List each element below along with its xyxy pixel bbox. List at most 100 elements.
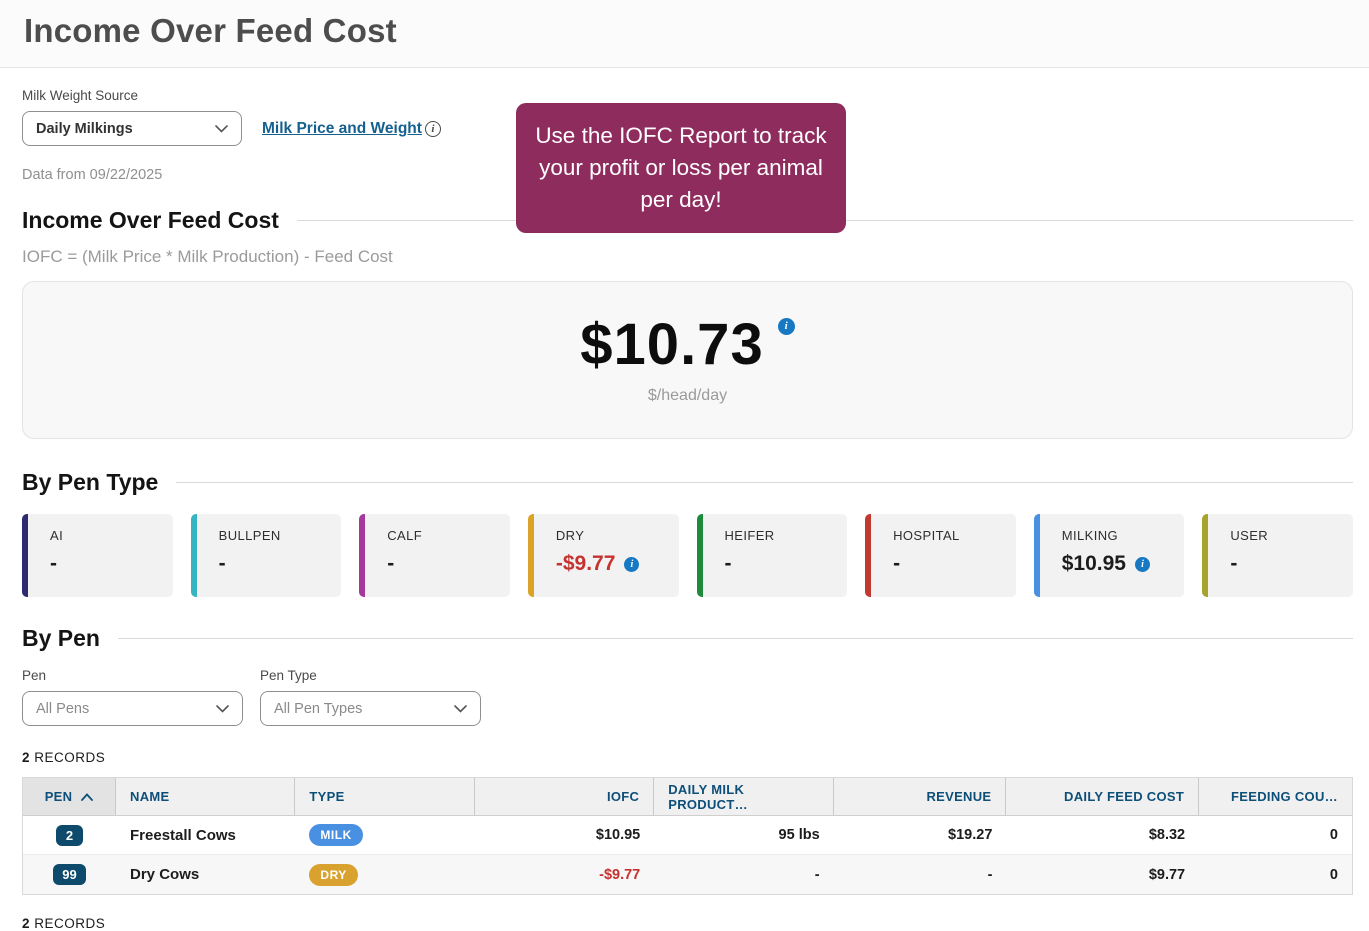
pen-type-card-label: CALF [387, 528, 423, 543]
pen-filter-value: All Pens [36, 700, 90, 717]
info-icon[interactable]: i [1134, 556, 1150, 572]
pen-type-card: AI - [22, 514, 173, 597]
pen-type-badge: DRY [309, 863, 358, 886]
column-header-type[interactable]: TYPE [295, 778, 475, 815]
records-number: 2 [22, 750, 31, 765]
pen-type-card-value: - [387, 552, 395, 575]
pen-type-card: CALF - [359, 514, 510, 597]
pen-filter-label: Pen [22, 668, 47, 683]
coach-tooltip-text: Use the IOFC Report to track your profit… [535, 123, 827, 212]
iofc-cell: $10.95 [595, 827, 641, 843]
daily-feed-cost-cell: $9.77 [1148, 866, 1186, 883]
revenue-cell: - [987, 866, 993, 883]
pen-type-filter-label: Pen Type [260, 668, 317, 683]
pen-type-card: DRY -$9.77 i [527, 514, 679, 597]
pen-name: Dry Cows [130, 866, 200, 883]
by-pen-type-section-head: By Pen Type [22, 469, 1353, 496]
controls-row: Milk Weight Source Daily Milkings Milk P… [22, 88, 1353, 146]
milk-weight-source-value: Daily Milkings [36, 120, 133, 137]
records-count-top: 2 RECORDS [22, 750, 1353, 765]
milk-price-and-weight-link[interactable]: Milk Price and Weight [262, 119, 422, 137]
pen-type-card-label: HOSPITAL [893, 528, 960, 543]
pen-type-card-value: -$9.77 i [556, 552, 671, 576]
pen-type-card: BULLPEN - [190, 514, 342, 597]
pen-type-filter-field: Pen Type All Pen Types [260, 668, 481, 726]
chevron-down-icon [216, 701, 229, 717]
page-header: Income Over Feed Cost [0, 0, 1369, 68]
column-header-label: DAILY MILK PRODUCT… [668, 781, 748, 812]
pen-number-badge: 2 [56, 824, 83, 846]
records-word: RECORDS [34, 750, 106, 765]
pen-type-card-value: - [1230, 552, 1238, 575]
by-pen-title: By Pen [22, 625, 100, 651]
records-word: RECORDS [34, 916, 106, 931]
pen-number-badge: 99 [53, 864, 86, 885]
column-header-label: DAILY FEED COST [1064, 789, 1185, 804]
records-count-bottom: 2 RECORDS [22, 916, 1353, 931]
pen-type-badge: MILK [309, 824, 363, 846]
column-header-revenue[interactable]: REVENUE [834, 778, 1007, 815]
info-icon[interactable]: i [624, 556, 640, 572]
chevron-down-icon [454, 701, 467, 717]
pen-filters: Pen All Pens Pen Type All Pen Types [22, 668, 1353, 726]
pen-type-cards: AI - BULLPEN - CALF - DRY -$9.77 i HEIFE… [22, 514, 1353, 597]
pen-type-card-value: $10.95 i [1062, 552, 1177, 576]
pen-filter-field: Pen All Pens [22, 668, 243, 726]
table-header-row: PEN NAME TYPE IOFC DAILY MILK PRODUCT… REVENU… [23, 778, 1352, 816]
pen-type-card: HEIFER - [696, 514, 848, 597]
pen-type-card-label: AI [50, 528, 64, 543]
pen-type-filter-value: All Pen Types [274, 700, 363, 717]
column-header-label: NAME [130, 789, 170, 804]
table-row[interactable]: 2 Freestall Cows MILK $10.95 95 lbs $19.… [23, 816, 1352, 855]
pen-type-card-value: - [724, 552, 732, 575]
table-row[interactable]: 99 Dry Cows DRY -$9.77 - - $9.77 0 [23, 855, 1352, 894]
info-icon[interactable]: i [777, 317, 795, 335]
pen-type-card-label: HEIFER [724, 528, 775, 543]
pen-filter-select[interactable]: All Pens [22, 691, 243, 726]
daily-milk-cell: - [814, 866, 820, 883]
chevron-down-icon [215, 121, 228, 137]
column-header-label: PEN [44, 789, 73, 804]
column-header-label: TYPE [309, 789, 345, 804]
page-title: Income Over Feed Cost [24, 12, 397, 49]
column-header-daily_milk[interactable]: DAILY MILK PRODUCT… [654, 778, 834, 815]
column-header-label: FEEDING COU… [1231, 789, 1338, 804]
column-header-feeding_count[interactable]: FEEDING COU… [1199, 778, 1352, 815]
column-header-pen[interactable]: PEN [23, 778, 117, 815]
pen-type-card: HOSPITAL - [865, 514, 1016, 597]
iofc-section-title: Income Over Feed Cost [22, 207, 279, 233]
iofc-cell: -$9.77 [599, 866, 641, 883]
sort-ascending-icon [81, 792, 94, 801]
column-header-label: REVENUE [926, 789, 992, 804]
by-pen-section-head: By Pen [22, 625, 1353, 652]
data-from-date: Data from 09/22/2025 [22, 167, 163, 183]
milk-weight-source-label: Milk Weight Source [22, 88, 139, 103]
iofc-value: $10.73 [580, 311, 764, 377]
by-pen-type-title: By Pen Type [22, 469, 159, 495]
records-number: 2 [22, 916, 31, 931]
pen-type-card-value: - [893, 552, 901, 575]
pen-type-card-value: - [50, 552, 57, 575]
column-header-daily_feed_cost[interactable]: DAILY FEED COST [1006, 778, 1200, 815]
daily-milk-cell: 95 lbs [778, 827, 820, 843]
daily-feed-cost-cell: $8.32 [1148, 827, 1186, 843]
pen-type-card: USER - [1202, 514, 1353, 597]
pens-table: PEN NAME TYPE IOFC DAILY MILK PRODUCT… REVENU… [22, 777, 1353, 895]
iofc-formula: IOFC = (Milk Price * Milk Production) - … [22, 247, 393, 266]
pen-name: Freestall Cows [130, 826, 236, 844]
pen-type-card: MILKING $10.95 i [1033, 514, 1185, 597]
feeding-count-cell: 0 [1329, 866, 1338, 883]
section-divider [176, 482, 1353, 483]
iofc-unit: $/head/day [647, 386, 728, 404]
pen-type-card-label: USER [1230, 528, 1269, 543]
column-header-label: IOFC [606, 789, 640, 804]
column-header-iofc[interactable]: IOFC [475, 778, 655, 815]
table-body: 2 Freestall Cows MILK $10.95 95 lbs $19.… [23, 816, 1352, 894]
milk-weight-source-field: Milk Weight Source Daily Milkings [22, 88, 242, 146]
info-icon[interactable]: i [424, 120, 441, 137]
pen-type-card-label: BULLPEN [218, 528, 281, 543]
pen-type-filter-select[interactable]: All Pen Types [260, 691, 481, 726]
pen-type-card-label: DRY [555, 528, 585, 543]
milk-weight-source-select[interactable]: Daily Milkings [22, 111, 242, 146]
column-header-name[interactable]: NAME [116, 778, 296, 815]
